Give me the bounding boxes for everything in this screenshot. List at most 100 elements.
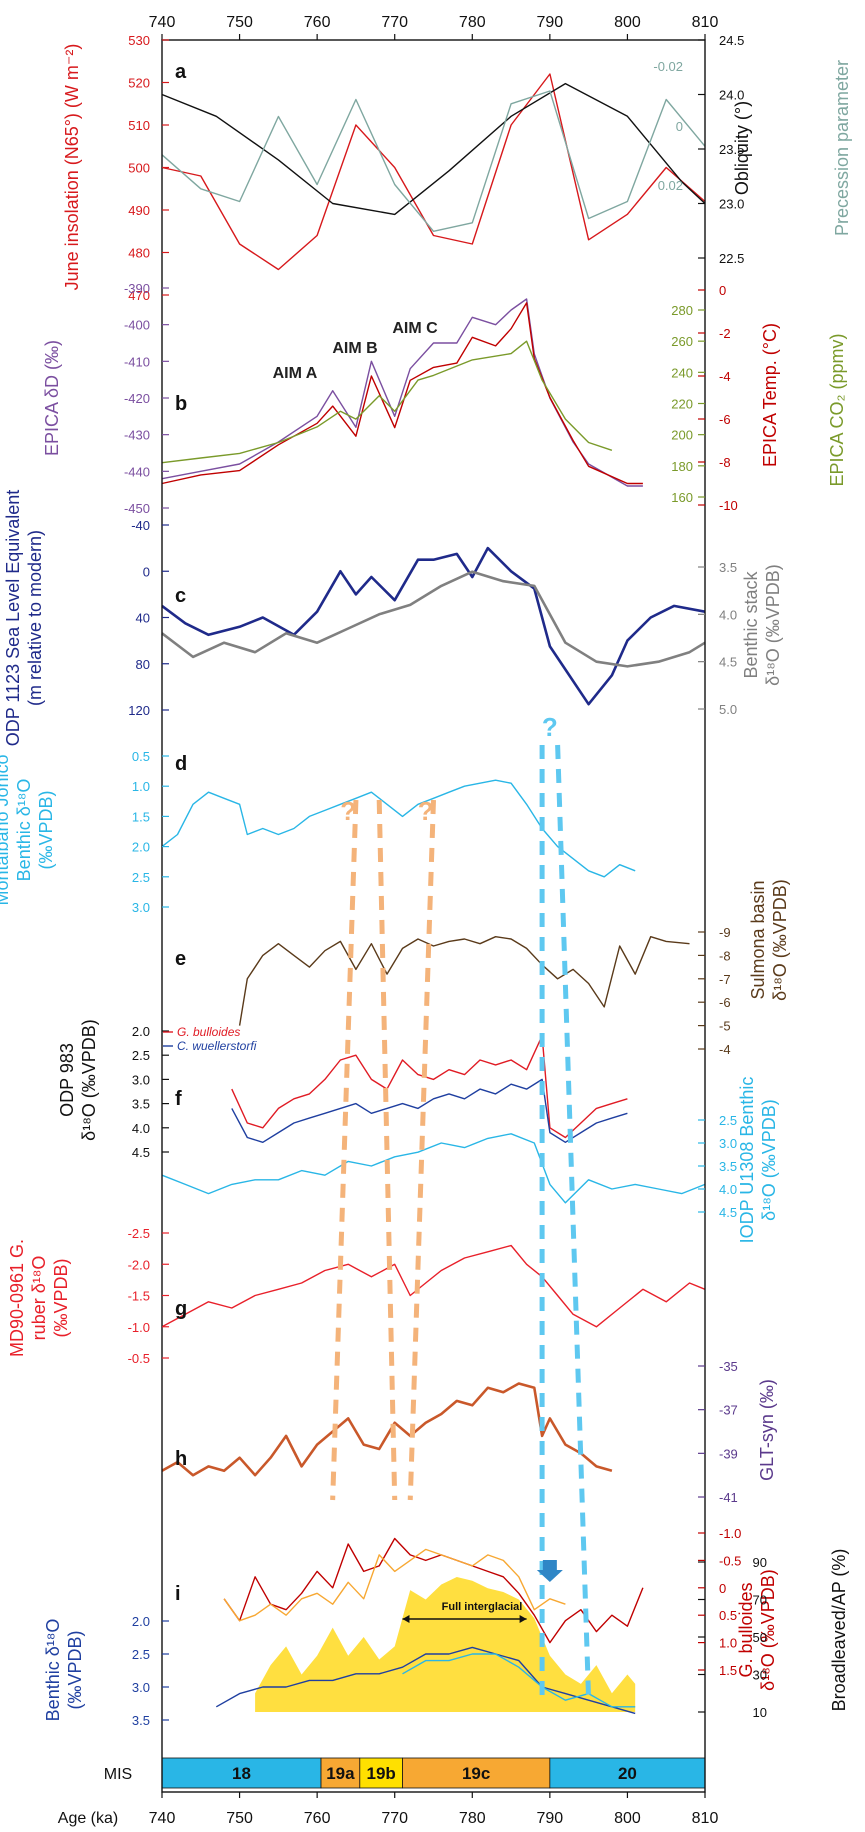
y-axis-label-b: EPICA CO₂ (ppmv) [827, 333, 847, 486]
precession-tick-label: -0.02 [653, 59, 683, 74]
x-tick-label-bottom: 810 [692, 1810, 719, 1827]
y-axis-label-h: GLT-syn (‰) [757, 1379, 777, 1481]
legend-label-bulloides: G. bulloides [177, 1025, 240, 1039]
mis-segment-19a [320, 1757, 361, 1789]
x-tick-label-top: 780 [459, 14, 486, 31]
y-axis-label-f: δ¹⁸O (‰VPDB) [79, 1019, 99, 1141]
mis-segment-19c [402, 1757, 551, 1789]
correlation-line-orange [330, 799, 359, 1501]
panel-label-g: g [175, 1298, 187, 1320]
y-tick-label-d: 3.0 [132, 900, 150, 915]
y-tick-label-i: 10 [753, 1705, 767, 1720]
arrow-head-left [402, 1615, 410, 1623]
panel-label-a: a [175, 61, 187, 83]
series-line-sulmona [238, 936, 690, 1026]
mis-segment-18 [161, 1757, 322, 1789]
y-axis-label-c: δ¹⁸O (‰VPDB) [763, 564, 783, 686]
y-tick-label-b: -420 [124, 391, 150, 406]
y-axis-label-i: Benthic δ¹⁸O [43, 1619, 63, 1722]
y-tick-label-f: 3.5 [132, 1097, 150, 1112]
x-tick-label-bottom: 790 [537, 1810, 564, 1827]
y-tick-label-a: 24.5 [719, 33, 744, 48]
y-tick-label-f: 3.0 [719, 1136, 737, 1151]
y-tick-label-i: -0.5 [719, 1553, 741, 1568]
panel-label-c: c [175, 585, 186, 607]
annotation-aim: AIM B [332, 340, 377, 357]
y-tick-label-i: 2.0 [132, 1614, 150, 1629]
series-line-ruber [161, 1244, 706, 1328]
series-line-bulloides [231, 1035, 628, 1139]
y-tick-label-d: 0.5 [132, 749, 150, 764]
y-tick-label-b: -4 [719, 369, 731, 384]
question-mark: ? [418, 796, 434, 826]
y-axis-label-f: δ¹⁸O (‰VPDB) [759, 1099, 779, 1221]
y-tick-label-c: 0 [143, 564, 150, 579]
panel-label-i: i [175, 1583, 181, 1605]
y-tick-label-b: 220 [671, 397, 693, 412]
question-mark: ? [340, 796, 356, 826]
y-tick-label-i: 3.5 [132, 1713, 150, 1728]
y-tick-label-c: 40 [136, 611, 150, 626]
y-tick-label-f: 4.0 [719, 1182, 737, 1197]
x-tick-label-top: 750 [226, 14, 253, 31]
y-axis-label-e: Sulmona basin [748, 880, 768, 999]
x-tick-label-top: 760 [304, 14, 331, 31]
legend-label-wuellerstorfi: C. wuellerstorfi [177, 1039, 257, 1053]
y-tick-label-b: -400 [124, 318, 150, 333]
precession-axis-label: Precession parameter [832, 60, 852, 236]
y-axis-label-g: MD90-0961 G. [7, 1239, 27, 1357]
x-tick-label-bottom: 750 [226, 1810, 253, 1827]
y-tick-label-b: -390 [124, 281, 150, 296]
correlation-line-blue [555, 744, 592, 1701]
series-line-u1308 [161, 1133, 706, 1204]
y-tick-label-a: 24.0 [719, 88, 744, 103]
y-tick-label-b: -450 [124, 501, 150, 516]
y-tick-label-e: -6 [719, 995, 731, 1010]
x-tick-label-top: 770 [381, 14, 408, 31]
mis-label-20: 20 [618, 1764, 637, 1783]
y-tick-label-f: 2.5 [719, 1113, 737, 1128]
mis-segment-20 [549, 1757, 706, 1789]
y-tick-label-f: 4.5 [719, 1205, 737, 1220]
y-tick-label-f: 2.5 [132, 1048, 150, 1063]
y-tick-label-c: 80 [136, 657, 150, 672]
y-tick-label-b: -8 [719, 455, 731, 470]
correlation-line-orange [407, 799, 436, 1501]
series-line-co2 [161, 340, 613, 464]
marker-arrow-icon [536, 1560, 563, 1582]
y-tick-label-f: 4.0 [132, 1121, 150, 1136]
y-tick-label-f: 3.5 [719, 1159, 737, 1174]
y-tick-label-i: 0.5 [719, 1608, 737, 1623]
y-tick-label-g: -0.5 [128, 1351, 150, 1366]
y-tick-label-b: -440 [124, 464, 150, 479]
y-tick-label-a: 510 [128, 118, 150, 133]
y-tick-label-b: 200 [671, 428, 693, 443]
y-tick-label-c: 4.0 [719, 607, 737, 622]
x-axis-label: Age (ka) [58, 1810, 118, 1827]
y-tick-label-a: 23.0 [719, 197, 744, 212]
y-axis-label-g: ruber δ¹⁸O [29, 1256, 49, 1341]
y-tick-label-d: 1.5 [132, 809, 150, 824]
y-tick-label-b: -2 [719, 326, 731, 341]
y-tick-label-e: -9 [719, 925, 731, 940]
y-tick-label-f: 2.0 [132, 1024, 150, 1039]
mis-label-19b: 19b [366, 1764, 395, 1783]
panel-label-f: f [175, 1088, 182, 1110]
y-tick-label-e: -7 [719, 972, 731, 987]
mis-label-19c: 19c [462, 1764, 490, 1783]
y-tick-label-b: 260 [671, 334, 693, 349]
y-tick-label-a: 500 [128, 161, 150, 176]
y-axis-label-c: ODP 1123 Sea Level Equivalent [3, 490, 23, 747]
x-tick-label-top: 790 [537, 14, 564, 31]
y-axis-label-d: Montalbano Jonico [0, 754, 12, 905]
question-mark: ? [542, 712, 558, 742]
y-tick-label-i: 50 [753, 1630, 767, 1645]
y-tick-label-h: -41 [719, 1490, 738, 1505]
y-tick-label-i: 0 [719, 1581, 726, 1596]
x-tick-label-bottom: 800 [614, 1810, 641, 1827]
annotation-full-interglacial: Full interglacial [442, 1601, 523, 1613]
y-tick-label-c: 120 [128, 703, 150, 718]
series-area-pollen [255, 1577, 636, 1712]
y-tick-label-b: 280 [671, 303, 693, 318]
series-line-precession [161, 90, 706, 232]
